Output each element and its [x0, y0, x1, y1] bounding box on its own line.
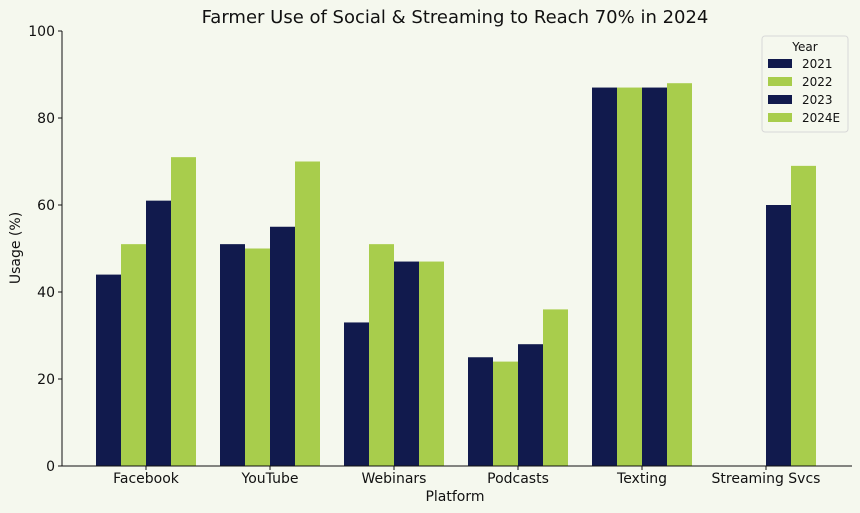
bar-facebook-2021 — [96, 274, 121, 466]
bar-podcasts-2021 — [468, 357, 493, 466]
bar-youtube-2021 — [220, 244, 245, 466]
bar-facebook-2023 — [146, 200, 171, 466]
y-tick-label: 100 — [28, 24, 55, 40]
bar-webinars-2021 — [344, 322, 369, 466]
bar-texting-2024e — [667, 83, 692, 466]
legend-title: Year — [791, 40, 817, 54]
bar-webinars-2024e — [419, 261, 444, 466]
x-axis-label: Platform — [425, 489, 484, 505]
bar-webinars-2022 — [369, 244, 394, 466]
bar-facebook-2024e — [171, 157, 196, 466]
bar-facebook-2022 — [121, 244, 146, 466]
legend-label-2022: 2022 — [802, 75, 833, 89]
bar-streaming-svcs-2023 — [766, 205, 791, 466]
y-tick-label: 0 — [46, 459, 55, 475]
legend-swatch-2023 — [768, 95, 792, 104]
y-tick-label: 80 — [37, 111, 55, 127]
legend-label-2024e: 2024E — [802, 111, 840, 125]
y-axis-label: Usage (%) — [8, 212, 24, 284]
x-tick-label: Podcasts — [487, 471, 549, 487]
bar-youtube-2023 — [270, 226, 295, 466]
y-tick-label: 40 — [37, 285, 55, 301]
x-tick-label: Texting — [616, 471, 667, 487]
y-tick-label: 20 — [37, 372, 55, 388]
bar-podcasts-2022 — [493, 361, 518, 466]
bar-texting-2021 — [592, 87, 617, 467]
bar-webinars-2023 — [394, 261, 419, 466]
legend-swatch-2022 — [768, 77, 792, 86]
bar-texting-2023 — [642, 87, 667, 467]
x-tick-label: YouTube — [241, 471, 299, 487]
chart-title: Farmer Use of Social & Streaming to Reac… — [202, 7, 709, 28]
y-tick-label: 60 — [37, 198, 55, 214]
bar-texting-2022 — [617, 87, 642, 467]
x-tick-label: Streaming Svcs — [712, 471, 821, 487]
legend-label-2023: 2023 — [802, 93, 833, 107]
bar-podcasts-2023 — [518, 344, 543, 466]
bar-streaming-svcs-2024e — [791, 165, 816, 466]
bar-youtube-2024e — [295, 161, 320, 466]
bar-podcasts-2024e — [543, 309, 568, 466]
x-tick-label: Facebook — [113, 471, 180, 487]
legend-swatch-2024e — [768, 113, 792, 122]
bar-youtube-2022 — [245, 248, 270, 466]
legend-label-2021: 2021 — [802, 57, 833, 71]
x-tick-label: Webinars — [362, 471, 427, 487]
legend-swatch-2021 — [768, 59, 792, 68]
